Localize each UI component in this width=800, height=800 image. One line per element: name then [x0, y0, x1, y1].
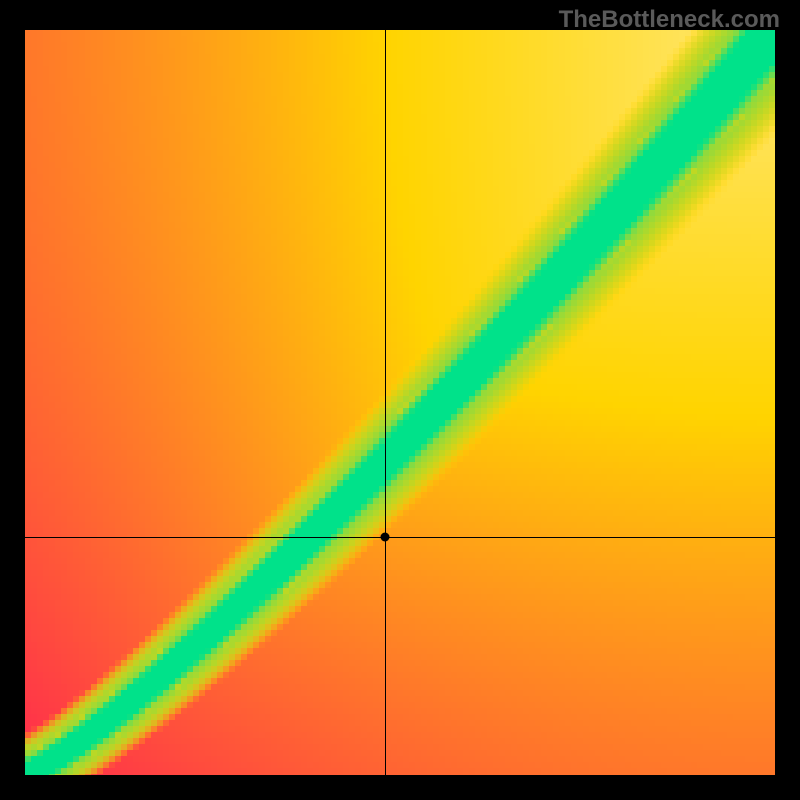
heatmap-plot — [25, 30, 775, 775]
heatmap-canvas — [25, 30, 775, 775]
crosshair-horizontal — [25, 537, 775, 538]
data-point-marker — [381, 532, 390, 541]
crosshair-vertical — [385, 30, 386, 775]
watermark-text: TheBottleneck.com — [559, 6, 780, 34]
